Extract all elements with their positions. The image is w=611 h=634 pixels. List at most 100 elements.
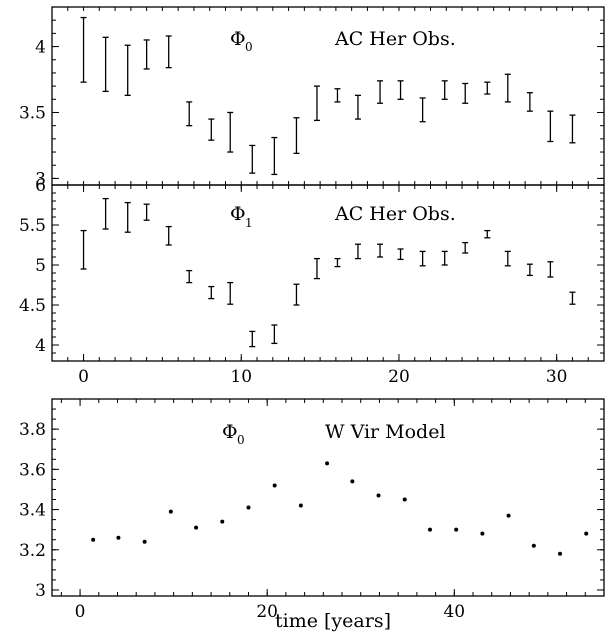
- error-bar: [334, 257, 341, 268]
- error-bar: [313, 85, 320, 122]
- error-bar: [208, 285, 215, 300]
- error-bar: [249, 144, 256, 174]
- error-bar: [186, 101, 193, 127]
- x-tick-label: 0: [75, 602, 86, 622]
- error-bar: [227, 281, 234, 305]
- y-tick-label: 5.5: [19, 216, 46, 236]
- error-bar: [441, 80, 448, 100]
- y-tick-label: 5: [35, 256, 46, 276]
- data-point: [220, 519, 225, 524]
- data-point: [91, 537, 96, 542]
- error-bar: [124, 201, 131, 233]
- error-bar: [124, 44, 131, 96]
- x-tick-label: 0: [78, 367, 89, 387]
- plot-frame: [51, 184, 605, 362]
- data-point: [506, 513, 511, 518]
- error-bar: [504, 250, 511, 267]
- plot-frame: [51, 6, 605, 186]
- error-bar: [569, 291, 576, 305]
- error-bar: [186, 269, 193, 284]
- phi-symbol: Φ: [230, 203, 246, 225]
- error-bar: [526, 263, 533, 277]
- error-bar: [143, 203, 150, 221]
- error-bar: [419, 97, 426, 123]
- panel-annotation: AC Her Obs.: [334, 28, 456, 50]
- data-point: [350, 479, 355, 484]
- data-point: [558, 551, 563, 556]
- error-bar: [484, 81, 491, 95]
- panel-annotation: AC Her Obs.: [334, 203, 456, 225]
- error-bar: [441, 250, 448, 266]
- data-point: [531, 543, 536, 548]
- data-point: [480, 531, 485, 536]
- phi-symbol: Φ: [230, 28, 246, 50]
- error-bar: [504, 73, 511, 103]
- error-bar: [484, 229, 491, 239]
- phi-symbol: Φ: [222, 421, 238, 443]
- error-bar: [462, 241, 469, 254]
- error-bar: [397, 80, 404, 100]
- error-bar: [419, 250, 426, 267]
- error-bar: [208, 118, 215, 141]
- data-point: [194, 525, 199, 530]
- error-bar: [271, 324, 278, 345]
- error-bar: [377, 243, 384, 258]
- y-tick-label: 4: [35, 38, 46, 58]
- error-bar: [547, 110, 554, 143]
- data-point: [298, 503, 303, 508]
- x-tick-label: 20: [388, 367, 410, 387]
- error-bar: [143, 39, 150, 70]
- error-bar: [165, 225, 172, 246]
- panel-annotation: W Vir Model: [325, 421, 446, 443]
- panel-phi0-w-vir-model: Φ 0 W Vir Model time [years] 3 3.2 3.4 3.6 3…: [19, 398, 605, 632]
- error-bar: [80, 229, 87, 270]
- y-tick-label: 3.5: [19, 103, 46, 123]
- phi-subscript: 0: [237, 433, 245, 447]
- data-point: [427, 527, 432, 532]
- x-axis-label: time [years]: [275, 610, 391, 632]
- plot-frame: [51, 398, 605, 597]
- data-point: [142, 539, 147, 544]
- error-bar: [249, 330, 256, 348]
- error-bar: [293, 117, 300, 155]
- error-bar: [354, 94, 361, 120]
- phi-subscript: 1: [245, 216, 253, 230]
- y-tick-label: 6: [35, 176, 46, 196]
- x-tick-label: 30: [546, 367, 568, 387]
- error-bar: [397, 248, 404, 261]
- error-bar: [377, 80, 384, 104]
- y-tick-label: 3.4: [19, 501, 46, 521]
- panel-phi1-ac-her-obs: Φ 1 AC Her Obs. 4 4.5 5 5.5 6 0 10 20 30: [19, 176, 605, 387]
- error-bar: [313, 257, 320, 280]
- y-tick-label: 3: [35, 581, 46, 601]
- data-point: [325, 461, 330, 466]
- error-bar: [547, 261, 554, 278]
- y-tick-label: 3.6: [19, 460, 46, 480]
- phi-subscript: 0: [245, 40, 253, 54]
- error-bar: [271, 136, 278, 176]
- y-tick-label: 3: [35, 169, 46, 189]
- error-bar: [569, 114, 576, 144]
- y-tick-label: 3.2: [19, 541, 46, 561]
- error-bar: [227, 111, 234, 153]
- data-point: [454, 527, 459, 532]
- x-tick-label: 40: [443, 602, 465, 622]
- error-bar: [80, 16, 87, 83]
- data-point: [584, 531, 589, 536]
- error-bar: [526, 92, 533, 112]
- x-tick-label: 10: [230, 367, 252, 387]
- error-bar: [165, 35, 172, 69]
- data-point: [402, 497, 407, 502]
- error-bar: [354, 243, 361, 260]
- data-point: [272, 483, 277, 488]
- error-bar: [334, 88, 341, 103]
- data-point: [376, 493, 381, 498]
- error-bar: [102, 197, 109, 230]
- y-tick-label: 4: [35, 336, 46, 356]
- error-bar: [102, 36, 109, 93]
- error-bar: [462, 82, 469, 104]
- error-bar: [293, 283, 300, 306]
- y-tick-label: 3.8: [19, 420, 46, 440]
- panel-phi0-ac-her-obs: Φ 0 AC Her Obs. 3 3.5 4: [19, 6, 605, 189]
- data-point: [168, 509, 173, 514]
